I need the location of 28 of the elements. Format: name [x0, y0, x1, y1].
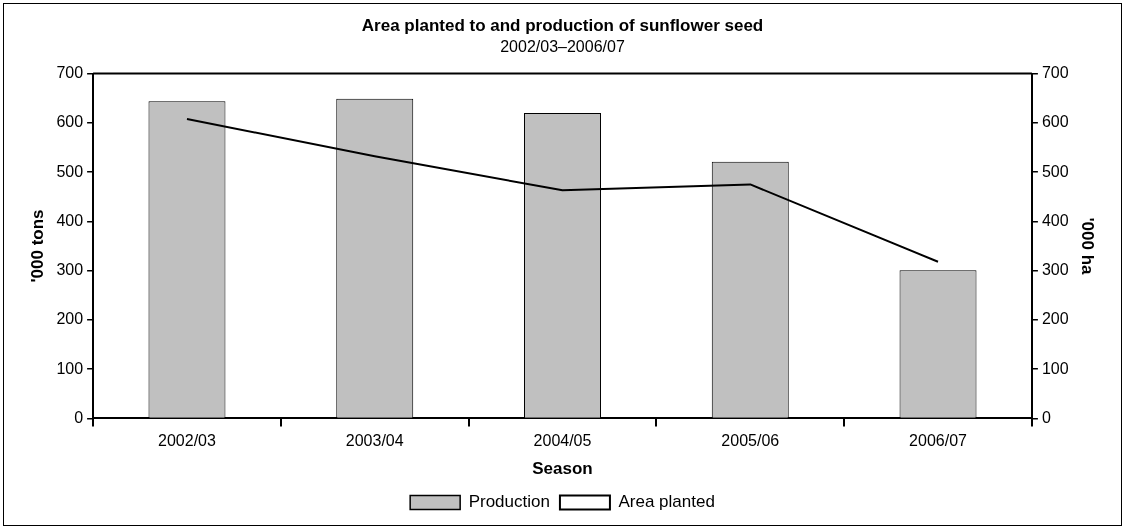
y2-tick-label: 300 — [1041, 261, 1069, 279]
x-axis-title: Season — [532, 459, 593, 479]
y-tick-label: 500 — [56, 162, 84, 180]
y2-tick-label: 200 — [1041, 310, 1069, 328]
chart-title: Area planted to and production of sunflower seed — [361, 15, 764, 35]
y2-axis-title: '000 ha — [1078, 217, 1098, 276]
x-tick-label: 2004/05 — [533, 432, 592, 450]
legend-label: Production — [468, 492, 550, 512]
legend-label: Area planted — [618, 492, 715, 512]
y2-tick-label: 400 — [1041, 211, 1069, 229]
y-tick-label: 200 — [56, 310, 84, 328]
y-tick-label: 300 — [56, 261, 84, 279]
y-tick-label: 400 — [56, 211, 84, 229]
y2-tick-label: 600 — [1041, 113, 1069, 131]
y-tick-label: 0 — [74, 408, 84, 426]
y2-tick-label: 100 — [1041, 359, 1069, 377]
chart-subtitle: 2002/03–2006/07 — [500, 38, 625, 56]
y-tick-label: 600 — [56, 113, 84, 131]
y2-tick-label: 0 — [1041, 408, 1051, 426]
y-tick-label: 100 — [56, 359, 84, 377]
y-axis-title: '000 tons — [27, 209, 47, 283]
x-tick-label: 2005/06 — [721, 432, 780, 450]
x-tick-label: 2003/04 — [345, 432, 404, 450]
y-tick-label: 700 — [56, 64, 84, 82]
x-tick-label: 2002/03 — [158, 432, 216, 450]
x-tick-label: 2006/07 — [909, 432, 968, 450]
y2-tick-label: 700 — [1041, 64, 1069, 82]
y2-tick-label: 500 — [1041, 162, 1069, 180]
